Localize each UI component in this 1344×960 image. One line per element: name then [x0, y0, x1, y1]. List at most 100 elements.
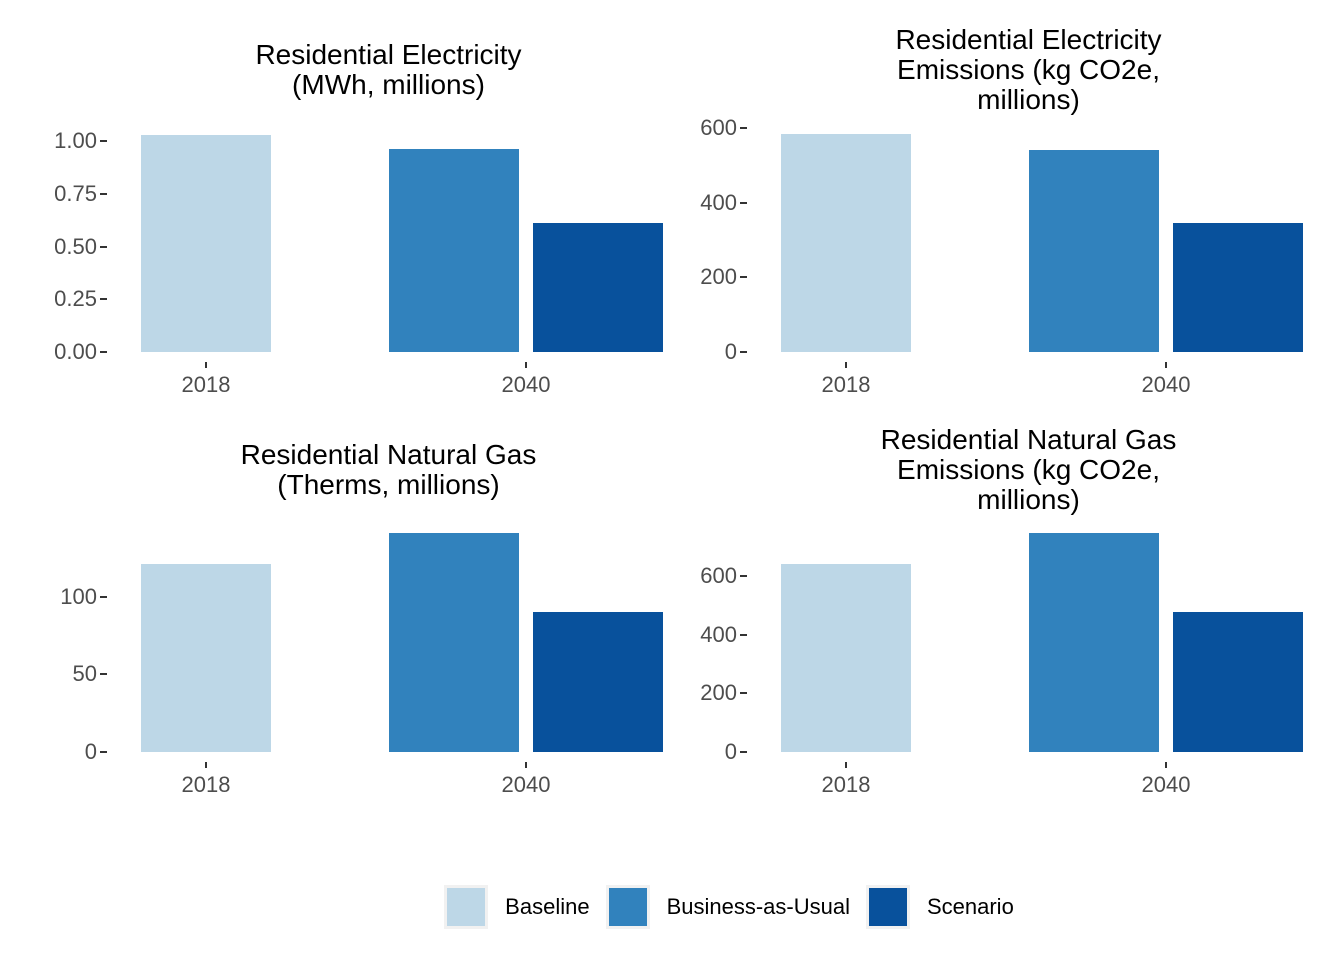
y-axis-tick-label: 0.25 — [54, 286, 97, 312]
plot-panel — [110, 522, 667, 752]
x-axis-tick-mark — [845, 762, 847, 768]
legend-item-scenario: Scenario — [865, 885, 1014, 929]
chart-body: 0 200 400 600 — [672, 116, 1344, 363]
y-axis-tick-label: 50 — [72, 661, 97, 687]
x-axis-tick-label: 2040 — [1141, 372, 1191, 397]
y-axis-tick-label: 1.00 — [54, 128, 97, 153]
chart-residential-electricity-mwh: Residential Electricity (MWh, millions) … — [0, 0, 672, 400]
chart-residential-electricity-emissions: Residential Electricity Emissions (kg CO… — [672, 0, 1344, 400]
y-axis-tick-mark — [740, 633, 747, 636]
y-axis-tick-mark — [100, 751, 107, 753]
bar-baseline — [781, 133, 911, 352]
chart-title: Residential Electricity (MWh, millions) — [255, 39, 522, 100]
bar-business-as-usual — [1029, 149, 1159, 352]
y-axis-tick-label: 600 — [700, 563, 737, 589]
y-axis-tick-label: 0 — [84, 739, 97, 764]
y-axis-tick-label: 0.00 — [54, 339, 97, 364]
y-axis-tick-mark — [740, 751, 747, 753]
chart-title-area: Residential Electricity (MWh, millions) — [0, 0, 672, 122]
bar-business-as-usual — [1029, 533, 1159, 752]
legend-label-baseline: Baseline — [505, 894, 590, 919]
bar-scenario — [1173, 222, 1303, 352]
chart-body: 0 50 100 — [0, 522, 672, 763]
x-axis: 2018 2040 — [110, 352, 667, 400]
x-axis-tick-label: 2040 — [1141, 772, 1191, 797]
y-axis-tick-label: 400 — [700, 189, 737, 215]
legend-item-business-as-usual: Business-as-Usual — [605, 885, 850, 929]
y-axis-tick-mark — [740, 692, 747, 695]
chart-residential-natural-gas-emissions: Residential Natural Gas Emissions (kg CO… — [672, 400, 1344, 800]
bar-scenario — [533, 612, 663, 752]
x-axis-tick-label: 2018 — [821, 772, 871, 797]
legend-key-business-as-usual-swatch — [605, 885, 650, 929]
legend-key-baseline-swatch — [444, 885, 489, 929]
y-axis-tick-mark — [100, 673, 107, 676]
y-axis-tick-mark — [100, 245, 107, 248]
x-axis-tick-mark — [525, 362, 527, 368]
y-axis-tick-mark — [100, 192, 107, 195]
y-axis-tick-mark — [100, 298, 107, 301]
y-axis-tick-label: 0.50 — [54, 233, 97, 259]
chart-title: Residential Natural Gas (Therms, million… — [240, 439, 537, 500]
y-axis-tick-mark — [740, 126, 747, 129]
y-axis-tick-label: 100 — [60, 583, 97, 609]
bar-scenario — [533, 223, 663, 352]
x-axis-tick-label: 2018 — [821, 372, 871, 397]
x-axis-tick-label: 2018 — [181, 772, 231, 797]
x-axis-tick-mark — [845, 362, 847, 368]
x-axis: 2018 2040 — [110, 752, 667, 800]
legend: Baseline Business-as-Usual Scenario — [57, 800, 1344, 960]
y-axis-tick-label: 0 — [724, 339, 737, 364]
y-axis-tick-mark — [100, 595, 107, 598]
x-axis-tick-mark — [1165, 762, 1167, 768]
y-axis-tick-label: 200 — [700, 264, 737, 290]
bar-business-as-usual — [389, 532, 519, 752]
chart-title-area: Residential Natural Gas (Therms, million… — [0, 400, 672, 522]
bar-baseline — [781, 563, 911, 752]
x-axis-tick-mark — [205, 762, 207, 768]
y-axis: 0.00 0.25 0.50 0.75 1.00 — [0, 122, 110, 363]
chart-title-area: Residential Natural Gas Emissions (kg CO… — [672, 400, 1344, 522]
chart-residential-natural-gas-therms: Residential Natural Gas (Therms, million… — [0, 400, 672, 800]
bar-baseline — [141, 134, 271, 352]
legend-key-scenario-swatch — [865, 885, 910, 929]
y-axis-tick-mark — [740, 201, 747, 204]
bar-business-as-usual — [389, 149, 519, 352]
x-axis-tick-label: 2018 — [181, 372, 231, 397]
x-axis-tick-label: 2040 — [501, 772, 551, 797]
y-axis-tick-mark — [740, 276, 747, 279]
chart-title: Residential Natural Gas Emissions (kg CO… — [880, 424, 1177, 515]
legend-item-baseline: Baseline — [444, 885, 590, 929]
x-axis-tick-label: 2040 — [501, 372, 551, 397]
x-axis: 2018 2040 — [750, 752, 1307, 800]
x-axis-tick-mark — [525, 762, 527, 768]
y-axis-tick-label: 0 — [724, 739, 737, 764]
chart-title: Residential Electricity Emissions (kg CO… — [895, 24, 1162, 115]
y-axis: 0 200 400 600 — [672, 522, 750, 763]
x-axis: 2018 2040 — [750, 352, 1307, 400]
chart-body: 0 200 400 600 — [672, 522, 1344, 763]
y-axis-tick-mark — [100, 140, 107, 142]
bar-baseline — [141, 564, 271, 752]
bar-scenario — [1173, 612, 1303, 752]
y-axis-tick-label: 0.75 — [54, 180, 97, 206]
y-axis-tick-mark — [100, 351, 107, 353]
y-axis-tick-mark — [740, 351, 747, 353]
legend-label-scenario: Scenario — [926, 894, 1014, 919]
y-axis: 0 50 100 — [0, 522, 110, 763]
plot-panel — [750, 522, 1307, 752]
chart-title-area: Residential Electricity Emissions (kg CO… — [672, 0, 1344, 122]
plot-panel — [110, 122, 667, 352]
chart-body: 0.00 0.25 0.50 0.75 1.00 — [0, 122, 672, 363]
legend-label-business-as-usual: Business-as-Usual — [666, 894, 850, 919]
y-axis-tick-label: 400 — [700, 621, 737, 647]
y-axis-tick-label: 200 — [700, 680, 737, 706]
plot-panel — [750, 122, 1307, 352]
x-axis-tick-mark — [1165, 362, 1167, 368]
y-axis: 0 200 400 600 — [672, 116, 750, 363]
y-axis-tick-label: 600 — [700, 114, 737, 140]
y-axis-tick-mark — [740, 575, 747, 578]
x-axis-tick-mark — [205, 362, 207, 368]
